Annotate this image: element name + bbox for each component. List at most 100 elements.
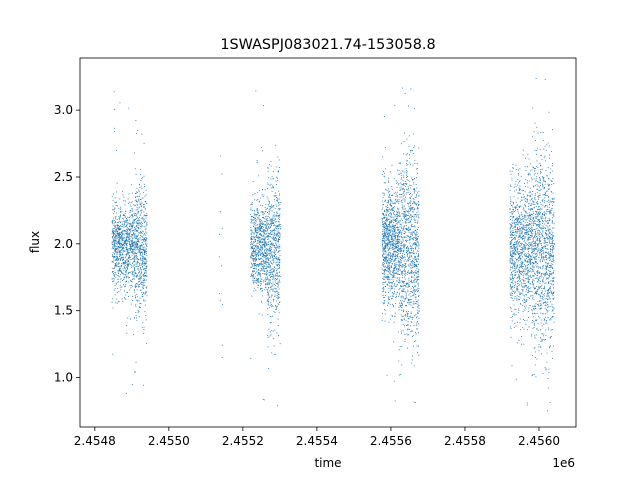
data-point bbox=[403, 192, 404, 194]
data-point bbox=[409, 184, 411, 186]
data-point bbox=[138, 200, 140, 202]
data-point bbox=[117, 265, 119, 267]
data-point bbox=[117, 245, 119, 247]
data-point bbox=[125, 294, 127, 296]
data-point bbox=[119, 252, 121, 254]
data-point bbox=[410, 187, 412, 189]
data-point bbox=[265, 233, 267, 235]
data-point bbox=[386, 247, 388, 249]
data-point bbox=[256, 208, 258, 210]
data-point bbox=[131, 215, 133, 217]
data-point bbox=[392, 254, 394, 256]
data-point bbox=[389, 263, 391, 265]
data-point bbox=[279, 193, 280, 195]
data-point bbox=[130, 251, 132, 253]
data-point bbox=[409, 228, 411, 230]
data-point bbox=[275, 291, 277, 293]
data-point bbox=[250, 247, 252, 249]
data-point bbox=[137, 201, 138, 203]
data-point bbox=[398, 250, 400, 252]
data-point bbox=[140, 277, 142, 278]
data-point bbox=[252, 231, 254, 233]
data-point bbox=[524, 204, 526, 206]
data-point bbox=[131, 214, 133, 216]
data-point bbox=[522, 291, 524, 293]
data-point bbox=[396, 264, 398, 266]
data-point bbox=[412, 179, 413, 180]
data-point bbox=[396, 216, 398, 218]
data-point bbox=[519, 271, 520, 273]
data-point bbox=[259, 226, 261, 228]
data-point bbox=[391, 288, 393, 290]
data-point bbox=[414, 286, 416, 288]
data-point bbox=[252, 270, 253, 272]
data-point bbox=[140, 221, 142, 223]
data-point bbox=[398, 183, 400, 185]
data-point bbox=[122, 262, 124, 264]
data-point bbox=[394, 273, 396, 275]
data-point bbox=[127, 198, 129, 200]
data-point bbox=[258, 200, 260, 202]
data-point bbox=[414, 235, 416, 237]
data-point bbox=[383, 237, 385, 239]
data-point bbox=[268, 200, 270, 202]
data-point bbox=[125, 231, 127, 233]
data-point bbox=[414, 189, 415, 191]
data-point bbox=[123, 250, 125, 252]
data-point bbox=[415, 183, 417, 185]
data-point bbox=[408, 237, 410, 239]
data-point bbox=[260, 283, 262, 285]
data-point bbox=[383, 230, 385, 232]
data-point bbox=[383, 235, 384, 237]
data-point bbox=[412, 226, 414, 228]
data-point bbox=[272, 268, 274, 270]
data-point bbox=[121, 232, 122, 234]
data-point bbox=[382, 200, 384, 202]
data-point bbox=[404, 225, 405, 227]
data-point bbox=[510, 279, 512, 281]
data-point bbox=[393, 209, 394, 211]
data-point bbox=[113, 233, 114, 235]
data-point bbox=[114, 131, 116, 132]
data-point bbox=[145, 240, 147, 242]
data-point bbox=[392, 257, 394, 259]
data-point bbox=[274, 253, 276, 255]
data-point bbox=[120, 271, 122, 273]
data-point bbox=[523, 216, 525, 218]
data-point bbox=[411, 267, 413, 269]
data-point bbox=[118, 258, 120, 260]
data-point bbox=[527, 231, 529, 233]
data-point bbox=[278, 232, 280, 233]
data-point bbox=[402, 229, 404, 231]
data-point bbox=[278, 279, 280, 281]
data-point bbox=[528, 236, 530, 238]
data-point bbox=[410, 317, 412, 319]
data-point bbox=[115, 235, 117, 237]
data-point bbox=[410, 261, 412, 263]
data-point bbox=[119, 255, 121, 257]
data-point bbox=[383, 257, 385, 259]
data-point bbox=[122, 249, 124, 251]
data-point bbox=[112, 261, 114, 263]
data-point bbox=[121, 264, 123, 266]
data-point bbox=[261, 270, 263, 272]
data-point bbox=[142, 197, 144, 199]
data-point bbox=[403, 288, 405, 290]
data-point bbox=[120, 225, 121, 227]
data-point bbox=[400, 302, 402, 304]
data-point bbox=[270, 160, 272, 162]
data-point bbox=[143, 246, 144, 248]
data-point bbox=[259, 263, 261, 265]
data-point bbox=[119, 284, 121, 286]
data-point bbox=[267, 259, 269, 261]
data-point bbox=[146, 243, 148, 245]
data-point bbox=[256, 263, 258, 265]
data-point bbox=[122, 217, 124, 219]
data-point bbox=[117, 224, 119, 226]
data-point bbox=[382, 225, 384, 227]
data-point bbox=[276, 264, 278, 266]
data-point bbox=[412, 179, 414, 180]
data-point bbox=[390, 239, 392, 240]
data-point bbox=[413, 265, 415, 267]
data-point bbox=[272, 185, 274, 187]
